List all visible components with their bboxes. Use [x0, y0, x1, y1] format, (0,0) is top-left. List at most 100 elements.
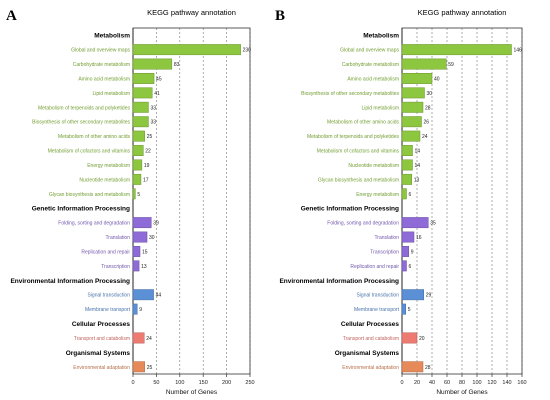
x-tick-label: 40 — [429, 380, 435, 386]
bar — [401, 44, 512, 56]
value-label: 16 — [416, 235, 422, 241]
x-tick-label: 150 — [199, 380, 208, 386]
bar — [401, 87, 425, 99]
value-label: 26 — [424, 120, 430, 126]
category-label: Biosynthesis of other secondary metaboli… — [301, 91, 399, 97]
bar — [132, 44, 241, 56]
bar — [401, 332, 418, 344]
category-label: Signal transduction — [87, 293, 130, 299]
category-label: Nucleotide metabolism — [79, 177, 130, 183]
category-label: Metabolism of terpenoids and polyketides — [38, 105, 130, 111]
value-label: 40 — [434, 76, 440, 82]
category-label: Lipid metabolism — [361, 105, 399, 111]
bar — [401, 246, 409, 257]
x-tick-label: 0 — [400, 380, 403, 386]
panel-label: A — [6, 8, 17, 24]
x-tick-label: 100 — [472, 380, 481, 386]
bar — [401, 173, 412, 185]
panel-label: B — [275, 8, 285, 24]
category-label: Amino acid metabolism — [347, 76, 399, 82]
value-label: 13 — [414, 177, 420, 183]
bar — [132, 188, 136, 200]
bar — [401, 289, 424, 301]
value-label: 59 — [448, 62, 454, 68]
x-axis-label: Number of Genes — [436, 389, 488, 396]
category-label: Nucleotide metabolism — [348, 163, 399, 169]
category-label: Replication and repair — [350, 264, 399, 270]
value-label: 17 — [143, 177, 149, 183]
group-header: Genetic Information Processing — [301, 206, 399, 213]
category-label: Translation — [374, 235, 399, 241]
category-label: Metabolism of other amino acids — [327, 120, 399, 126]
category-label: Folding, sorting and degradation — [327, 221, 399, 227]
value-label: 230 — [243, 48, 252, 54]
x-tick-label: 140 — [502, 380, 511, 386]
bar — [401, 159, 413, 171]
x-tick-label: 100 — [175, 380, 184, 386]
x-tick-label: 120 — [487, 380, 496, 386]
value-label: 28 — [425, 365, 431, 371]
value-label: 25 — [147, 134, 153, 140]
bar — [132, 159, 143, 171]
x-tick-label: 80 — [459, 380, 465, 386]
bar — [401, 260, 407, 272]
category-label: Global and overview maps — [71, 48, 130, 54]
bar — [132, 87, 153, 99]
value-label: 30 — [427, 91, 433, 97]
bar — [132, 217, 152, 229]
value-label: 29 — [426, 293, 432, 299]
category-label: Replication and repair — [81, 249, 130, 255]
value-label: 146 — [514, 48, 523, 54]
x-tick-label: 20 — [414, 380, 420, 386]
value-label: 30 — [149, 235, 155, 241]
value-label: 14 — [415, 149, 421, 155]
bar — [401, 58, 447, 70]
category-label: Environmental adaptation — [73, 365, 130, 371]
category-label: Environmental adaptation — [342, 365, 399, 371]
category-label: Transcription — [370, 249, 399, 255]
value-label: 83 — [174, 62, 180, 68]
x-tick-label: 60 — [444, 380, 450, 386]
bar — [132, 73, 155, 84]
category-label: Energy metabolism — [87, 163, 130, 169]
bar — [132, 303, 138, 315]
bar — [401, 73, 433, 84]
value-label: 6 — [409, 264, 412, 270]
category-label: Metabolism of other amino acids — [58, 134, 130, 140]
bar — [132, 361, 145, 373]
x-tick-label: 0 — [131, 380, 134, 386]
bar — [132, 173, 142, 185]
value-label: 9 — [139, 307, 142, 313]
group-header: Environmental Information Processing — [279, 278, 399, 285]
value-label: 13 — [141, 264, 147, 270]
bar — [132, 130, 145, 142]
value-label: 28 — [425, 105, 431, 111]
group-header: Genetic Information Processing — [32, 206, 130, 213]
category-label: Biosynthesis of other secondary metaboli… — [32, 120, 130, 126]
x-tick-label: 200 — [222, 380, 231, 386]
category-label: Metabolism of cofactors and vitamins — [317, 149, 400, 155]
chart-title: KEGG pathway annotation — [147, 8, 236, 17]
bar — [132, 260, 140, 272]
value-label: 5 — [408, 307, 411, 313]
category-label: Membrane transport — [85, 307, 131, 313]
bar — [132, 145, 144, 156]
group-header: Cellular Processes — [341, 321, 400, 328]
value-label: 5 — [137, 192, 140, 198]
category-label: Metabolism of cofactors and vitamins — [48, 149, 131, 155]
value-label: 20 — [419, 336, 425, 342]
value-label: 9 — [411, 249, 414, 255]
value-label: 33 — [150, 105, 156, 111]
bar — [401, 217, 429, 229]
value-label: 45 — [156, 76, 162, 82]
group-header: Metabolism — [94, 33, 130, 40]
bar — [132, 231, 148, 243]
category-label: Transport and catabolism — [343, 336, 399, 342]
chart-panel-a: A KEGG pathway annotation 0 50 100 150 200 250 N… — [6, 8, 255, 396]
value-label: 14 — [415, 163, 421, 169]
value-label: 35 — [430, 221, 436, 227]
category-label: Translation — [105, 235, 130, 241]
bar — [132, 246, 141, 257]
bar — [401, 101, 424, 113]
